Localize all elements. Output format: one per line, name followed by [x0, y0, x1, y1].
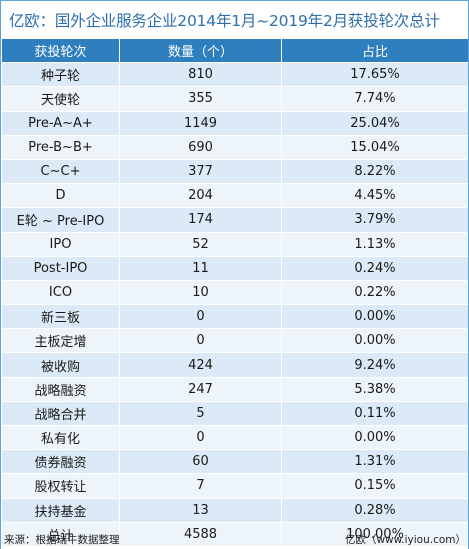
cell-share: 4.45%: [354, 188, 396, 204]
funding-rounds-table: 获投轮次 数量（个） 占比 种子轮 810 17.65% 天使轮 355 7.74% Pre…: [2, 39, 468, 547]
header-share: 占比: [361, 45, 388, 61]
table-row: 战略融资 247 5.38%: [2, 377, 468, 402]
cell-round: C~C+: [2, 159, 120, 184]
cell-share: 0.15%: [354, 478, 396, 494]
cell-count: 0: [120, 426, 282, 450]
cell-round: 种子轮: [2, 63, 120, 87]
header-round: 获投轮次: [2, 39, 120, 63]
table-row: C~C+ 377 8.22%: [2, 159, 468, 185]
cell-round: 新三板: [2, 305, 120, 329]
cell-round: 天使轮: [2, 87, 120, 111]
cell-share: 0.28%: [354, 502, 396, 518]
credit-note: 亿欧（www.iyiou.com）: [344, 533, 466, 546]
table-row: 被收购 424 9.24%: [2, 353, 468, 378]
page-title: 亿欧：国外企业服务企业2014年1月~2019年2月获投轮次总计: [9, 12, 440, 30]
cell-count: 13: [120, 498, 282, 522]
cell-share: 5.38%: [354, 381, 396, 397]
cell-share: 0.11%: [354, 405, 396, 421]
footer: 来源：根据瑞牛数据整理 亿欧（www.iyiou.com）: [4, 529, 466, 549]
table-row: 新三板 0 0.00%: [2, 305, 468, 330]
cell-share: 100.00%: [346, 526, 404, 542]
cell-count: 4588: [120, 522, 282, 546]
cell-round: D: [2, 184, 120, 208]
table-row: 天使轮 355 7.74%: [2, 87, 468, 112]
table-row: Pre-A~A+ 1149 25.04%: [2, 111, 468, 136]
cell-share: 25.04%: [350, 115, 400, 131]
cell-count: 60: [120, 450, 282, 474]
source-note: 来源：根据瑞牛数据整理: [4, 533, 120, 546]
table-row: ICO 10 0.22%: [2, 280, 468, 306]
cell-share: 1.13%: [354, 236, 396, 252]
cell-count: 810: [120, 63, 282, 87]
table-row: 股权转让 7 0.15%: [2, 474, 468, 499]
cell-count: 0: [120, 305, 282, 329]
cell-round: ICO: [2, 280, 120, 305]
cell-count: 204: [120, 184, 282, 208]
cell-share: 15.04%: [350, 139, 400, 155]
cell-round: 扶持基金: [2, 498, 120, 522]
cell-count: 1149: [120, 111, 282, 135]
cell-round: 股权转让: [2, 474, 120, 498]
table-row: 种子轮 810 17.65%: [2, 63, 468, 88]
cell-count: 247: [120, 377, 282, 401]
cell-share: 0.00%: [354, 430, 396, 446]
cell-count: 690: [120, 135, 282, 159]
table-row: D 204 4.45%: [2, 184, 468, 209]
table-row: 总计 4588 100.00%: [2, 522, 468, 547]
cell-round: Pre-A~A+: [2, 111, 120, 135]
cell-round: 被收购: [2, 353, 120, 377]
cell-share: 9.24%: [354, 357, 396, 373]
table-row: E轮 ~ Pre-IPO 174 3.79%: [2, 208, 468, 233]
cell-count: 174: [120, 208, 282, 232]
cell-count: 5: [120, 401, 282, 425]
cell-count: 52: [120, 232, 282, 256]
cell-round: 总计: [2, 522, 120, 546]
table-row: Pre-B~B+ 690 15.04%: [2, 135, 468, 160]
table-row: IPO 52 1.13%: [2, 232, 468, 257]
cell-count: 424: [120, 353, 282, 377]
table-body: 种子轮 810 17.65% 天使轮 355 7.74% Pre-A~A+ 1149 25.04…: [2, 63, 468, 547]
cell-round: 债券融资: [2, 450, 120, 474]
table-row: 扶持基金 13 0.28%: [2, 498, 468, 523]
cell-round: 战略合并: [2, 401, 120, 425]
cell-share: 0.00%: [354, 309, 396, 325]
cell-round: E轮 ~ Pre-IPO: [2, 208, 120, 232]
cell-count: 355: [120, 87, 282, 111]
cell-count: 10: [120, 280, 282, 305]
cell-count: 7: [120, 474, 282, 498]
cell-share: 0.24%: [354, 260, 396, 276]
cell-round: 战略融资: [2, 377, 120, 401]
table-row: 债券融资 60 1.31%: [2, 450, 468, 475]
cell-round: Pre-B~B+: [2, 135, 120, 159]
header-count: 数量（个）: [120, 39, 282, 63]
cell-round: 主板定增: [2, 329, 120, 353]
table-row: 主板定增 0 0.00%: [2, 329, 468, 354]
cell-share: 17.65%: [350, 67, 400, 83]
cell-share: 1.31%: [354, 454, 396, 470]
table-row: 私有化 0 0.00%: [2, 426, 468, 451]
cell-share: 3.79%: [354, 212, 396, 228]
cell-share: 7.74%: [354, 91, 396, 107]
cell-count: 11: [120, 256, 282, 280]
cell-round: 私有化: [2, 426, 120, 450]
cell-count: 377: [120, 159, 282, 184]
table-row: 战略合并 5 0.11%: [2, 401, 468, 426]
cell-round: IPO: [2, 232, 120, 256]
cell-round: Post-IPO: [2, 256, 120, 280]
cell-share: 0.00%: [354, 333, 396, 349]
cell-share: 0.22%: [354, 284, 396, 300]
table-header-row: 获投轮次 数量（个） 占比: [2, 39, 468, 64]
cell-share: 8.22%: [354, 164, 396, 180]
table-row: Post-IPO 11 0.24%: [2, 256, 468, 281]
cell-count: 0: [120, 329, 282, 353]
